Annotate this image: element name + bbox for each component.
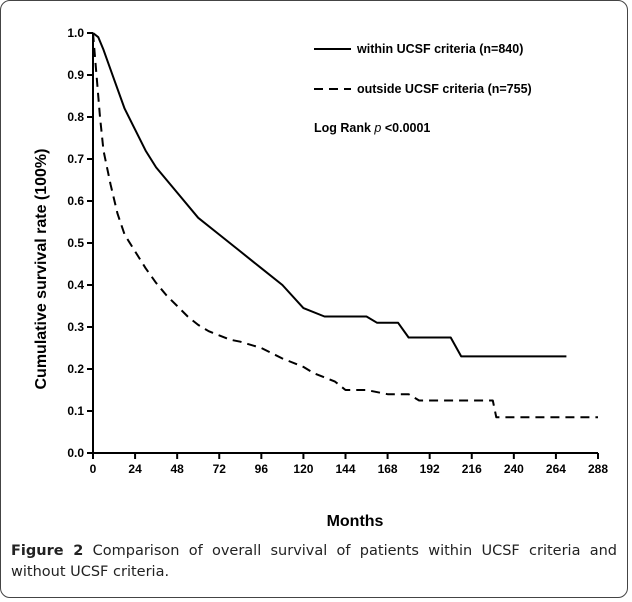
log-rank-annotation: Log Rank p <0.0001 [314, 121, 430, 135]
y-tick-label: 0.6 [67, 194, 84, 208]
x-tick-label: 240 [504, 462, 524, 476]
y-tick-label: 0.8 [67, 110, 84, 124]
x-axis-title: Months [327, 513, 384, 530]
survival-chart: 0.0 0.1 0.2 0.3 0.4 0.5 0.6 0.7 0.8 0.9 1.0 0 24 48 72… [33, 26, 608, 530]
y-tick-label: 0.9 [67, 68, 84, 82]
x-tick-label: 72 [213, 462, 227, 476]
series-line-within [92, 32, 567, 358]
x-tick-label: 120 [293, 462, 313, 476]
x-tick-label: 192 [420, 462, 440, 476]
legend: within UCSF criteria (n=840) outside UCS… [314, 42, 532, 135]
y-tick-label: 0.5 [67, 236, 84, 250]
y-axis-title: Cumulative survival rate (100%) [33, 149, 50, 390]
y-tick-label: 1.0 [67, 26, 84, 40]
y-tick-label: 0.0 [67, 446, 84, 460]
y-tick-label: 0.4 [67, 278, 84, 292]
x-tick-label: 96 [255, 462, 269, 476]
series-line-outside [92, 32, 598, 419]
caption-text: Comparison of overall survival of patien… [11, 543, 617, 580]
x-tick-label: 144 [335, 462, 355, 476]
x-tick-label: 288 [588, 462, 608, 476]
y-tick-label: 0.1 [67, 404, 84, 418]
x-tick-label: 0 [90, 462, 97, 476]
figure-caption: Figure 2 Comparison of overall survival … [11, 541, 617, 583]
legend-label-outside: outside UCSF criteria (n=755) [357, 82, 532, 96]
y-tick-label: 0.2 [67, 362, 84, 376]
x-tick-label: 24 [128, 462, 142, 476]
x-tick-label: 216 [462, 462, 482, 476]
plot-area: 0.0 0.1 0.2 0.3 0.4 0.5 0.6 0.7 0.8 0.9 1.0 0 24 48 72… [67, 26, 608, 476]
y-tick-label: 0.7 [67, 152, 84, 166]
x-tick-label: 264 [546, 462, 566, 476]
legend-label-within: within UCSF criteria (n=840) [356, 42, 523, 56]
y-tick-label: 0.3 [67, 320, 84, 334]
x-tick-label: 168 [378, 462, 398, 476]
figure-label: Figure 2 [11, 543, 84, 559]
x-tick-label: 48 [170, 462, 184, 476]
